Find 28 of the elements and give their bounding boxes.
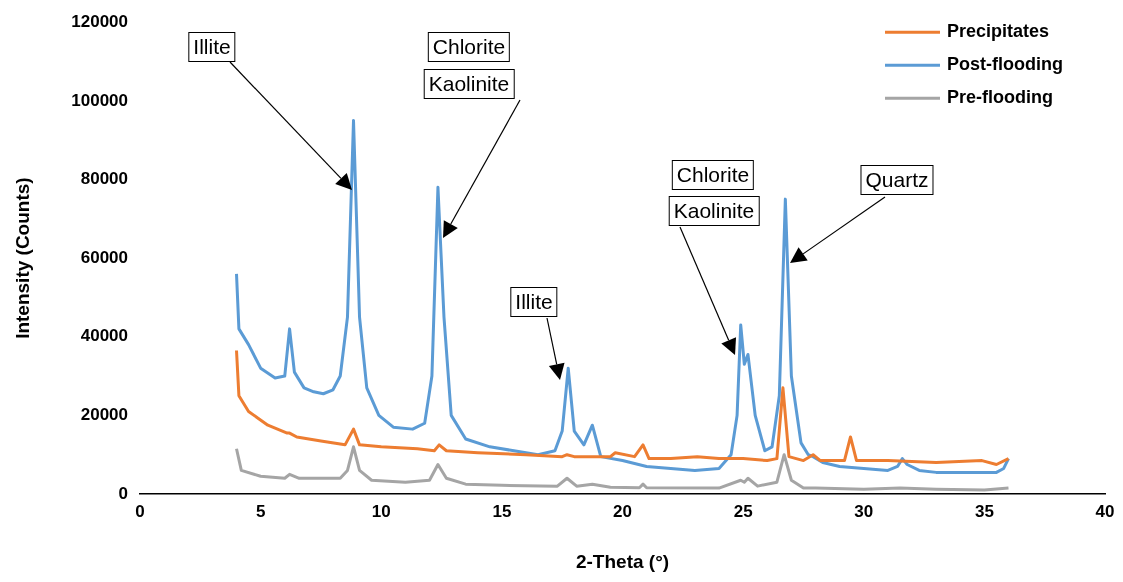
annotation: Chlorite xyxy=(427,32,511,62)
x-tick-label: 15 xyxy=(492,501,512,521)
y-tick-label: 40000 xyxy=(80,326,128,346)
y-tick-label: 20000 xyxy=(80,405,128,425)
y-tick-label: 100000 xyxy=(71,90,128,110)
legend-label: Pre-flooding xyxy=(947,87,1053,108)
x-tick-label: 25 xyxy=(733,501,753,521)
y-tick-label: 80000 xyxy=(80,169,128,189)
legend-label: Precipitates xyxy=(947,21,1050,42)
x-tick-label: 40 xyxy=(1095,501,1115,521)
x-tick-label: 35 xyxy=(974,501,994,521)
annotation: Illite xyxy=(510,287,558,317)
x-tick-label: 20 xyxy=(613,501,632,521)
x-axis-title: 2-Theta (°) xyxy=(575,550,670,572)
y-tick-label: 60000 xyxy=(80,247,128,267)
annotation: Quartz xyxy=(860,165,934,195)
x-tick-label: 0 xyxy=(135,501,145,521)
annotation: Illite xyxy=(188,32,236,62)
x-tick-label: 30 xyxy=(854,501,874,521)
annotation: Kaolinite xyxy=(423,69,515,99)
y-axis-title: Intensity (Counts) xyxy=(11,177,33,339)
annotation: Kaolinite xyxy=(668,196,760,226)
x-tick-label: 5 xyxy=(255,501,266,521)
x-tick-label: 10 xyxy=(371,501,391,521)
legend-label: Post-flooding xyxy=(947,54,1063,75)
annotation: Chlorite xyxy=(671,160,755,190)
y-tick-label: 120000 xyxy=(71,11,128,31)
y-tick-label: 0 xyxy=(118,483,128,503)
